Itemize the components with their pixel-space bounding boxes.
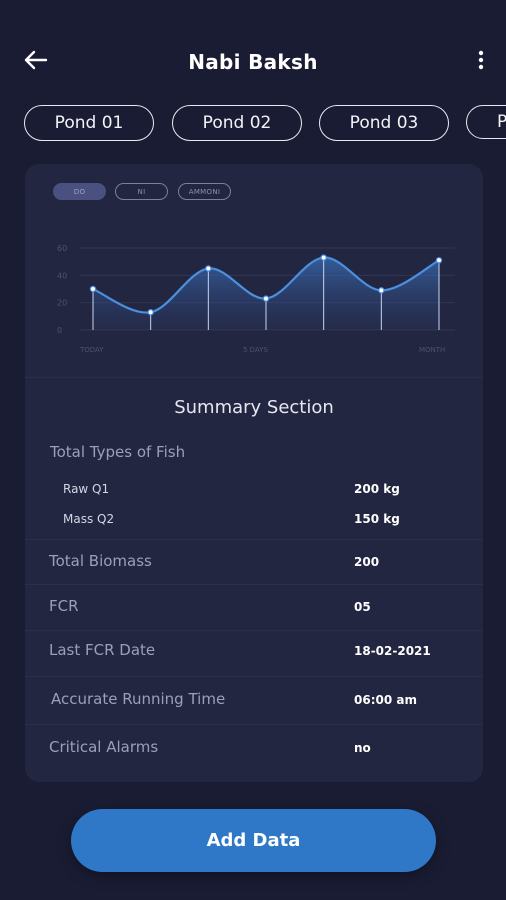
tab-pond-01[interactable]: Pond 01 bbox=[24, 105, 154, 141]
pond-tabs: Pond 01 Pond 02 Pond 03 P bbox=[24, 105, 506, 143]
arrow-left-icon bbox=[24, 50, 48, 70]
divider bbox=[25, 539, 483, 540]
y-tick-label: 60 bbox=[57, 244, 67, 253]
y-tick-label: 20 bbox=[57, 299, 67, 308]
fcr-label: FCR bbox=[49, 597, 79, 615]
summary-section-title: Summary Section bbox=[174, 397, 334, 418]
divider bbox=[25, 377, 483, 378]
x-tick-label: MONTH bbox=[419, 346, 445, 354]
add-data-button[interactable]: Add Data bbox=[71, 809, 436, 872]
fish-weight: 150 kg bbox=[354, 512, 400, 526]
critical-alarms-value: no bbox=[354, 741, 371, 755]
data-point bbox=[320, 254, 327, 261]
critical-alarms-label: Critical Alarms bbox=[49, 738, 159, 756]
tab-pond-02[interactable]: Pond 02 bbox=[172, 105, 302, 141]
chip-ammoni[interactable]: AMMONI bbox=[178, 183, 231, 200]
divider bbox=[25, 724, 483, 725]
data-point bbox=[435, 257, 443, 264]
back-button[interactable] bbox=[20, 44, 52, 76]
last-fcr-date-value: 18-02-2021 bbox=[354, 644, 431, 658]
x-tick-label: 5 DAYS bbox=[243, 346, 268, 354]
page-title: Nabi Baksh bbox=[188, 50, 318, 74]
chip-do[interactable]: DO bbox=[53, 183, 106, 200]
data-point bbox=[147, 309, 154, 316]
data-point bbox=[205, 265, 212, 272]
fish-weight: 200 kg bbox=[354, 482, 400, 496]
more-options-button[interactable] bbox=[466, 46, 496, 76]
total-biomass-label: Total Biomass bbox=[49, 552, 152, 570]
tab-pond-03[interactable]: Pond 03 bbox=[319, 105, 449, 141]
more-vertical-icon bbox=[478, 50, 484, 70]
last-fcr-date-label: Last FCR Date bbox=[49, 641, 156, 659]
fish-name: Mass Q2 bbox=[63, 512, 115, 526]
summary-card: DO NI AMMONI 60 40 20 0 TODAY 5 DAYS MONTH … bbox=[25, 164, 483, 782]
divider bbox=[25, 676, 483, 677]
chip-ni[interactable]: NI bbox=[115, 183, 168, 200]
x-tick-label: TODAY bbox=[79, 346, 104, 354]
accurate-running-time-value: 06:00 am bbox=[354, 693, 417, 707]
accurate-running-time-label: Accurate Running Time bbox=[51, 690, 226, 708]
data-point bbox=[378, 287, 385, 294]
total-biomass-value: 200 bbox=[354, 555, 380, 569]
data-point bbox=[262, 295, 270, 302]
total-types-of-fish-label: Total Types of Fish bbox=[50, 443, 186, 461]
chart-area-fill bbox=[93, 257, 439, 330]
app-header: Nabi Baksh bbox=[0, 0, 506, 100]
divider bbox=[25, 630, 483, 631]
y-tick-label: 40 bbox=[57, 271, 67, 280]
tab-pond-04[interactable]: P bbox=[466, 105, 506, 139]
fcr-value: 05 bbox=[354, 600, 371, 614]
data-point bbox=[89, 285, 97, 293]
y-tick-label: 0 bbox=[57, 326, 62, 335]
do-area-chart: 60 40 20 0 TODAY 5 DAYS MONTH bbox=[57, 244, 455, 354]
fish-name: Raw Q1 bbox=[63, 482, 110, 496]
divider bbox=[25, 584, 483, 585]
